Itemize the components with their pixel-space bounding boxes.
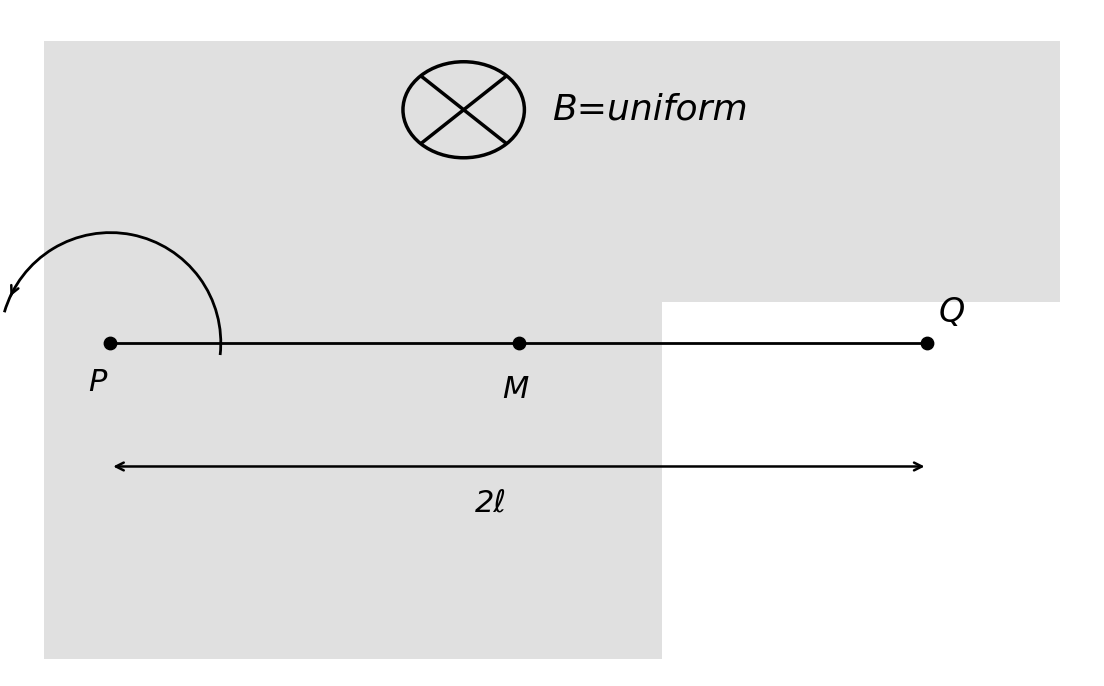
Point <box>102 338 119 348</box>
Bar <box>662 302 1060 659</box>
Text: M: M <box>502 375 529 404</box>
Point <box>919 338 936 348</box>
Point <box>510 338 528 348</box>
Text: B=uniform: B=uniform <box>552 93 747 127</box>
Text: Q: Q <box>938 296 965 329</box>
Text: 2ℓ: 2ℓ <box>475 488 507 517</box>
Text: P: P <box>88 368 107 397</box>
